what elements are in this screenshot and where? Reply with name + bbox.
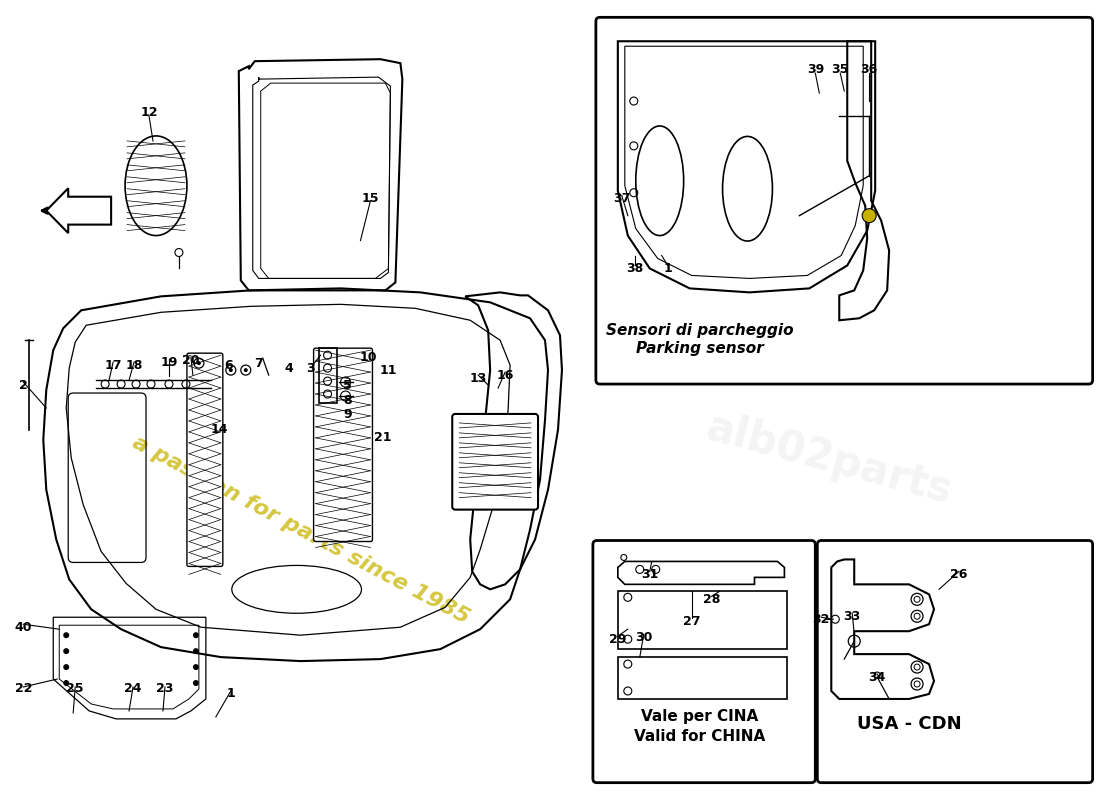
- Text: 38: 38: [626, 262, 644, 275]
- Text: 25: 25: [66, 682, 84, 695]
- Text: 5: 5: [343, 378, 352, 391]
- Circle shape: [244, 368, 248, 372]
- FancyBboxPatch shape: [314, 348, 373, 542]
- Text: 17: 17: [104, 358, 122, 372]
- Text: 10: 10: [360, 350, 377, 364]
- Text: 3: 3: [306, 362, 315, 374]
- Ellipse shape: [125, 136, 187, 235]
- Text: alb02parts: alb02parts: [702, 406, 957, 513]
- Circle shape: [63, 632, 69, 638]
- Text: 2: 2: [19, 378, 28, 391]
- Text: 23: 23: [156, 682, 174, 695]
- Text: Parking sensor: Parking sensor: [636, 341, 763, 356]
- Bar: [319, 348, 337, 403]
- Text: 15: 15: [362, 192, 380, 206]
- Text: 7: 7: [254, 357, 263, 370]
- Text: 8: 8: [343, 394, 352, 406]
- Circle shape: [192, 632, 199, 638]
- Text: 12: 12: [141, 106, 157, 119]
- Text: 35: 35: [832, 62, 849, 76]
- Text: a passion for parts since 1985: a passion for parts since 1985: [129, 432, 473, 627]
- Text: 40: 40: [14, 621, 32, 634]
- Text: 24: 24: [124, 682, 142, 695]
- Text: 39: 39: [806, 62, 824, 76]
- Text: 31: 31: [641, 568, 659, 581]
- Text: Sensori di parcheggio: Sensori di parcheggio: [606, 322, 793, 338]
- Circle shape: [63, 648, 69, 654]
- Text: 16: 16: [496, 369, 514, 382]
- Circle shape: [192, 648, 199, 654]
- FancyBboxPatch shape: [452, 414, 538, 510]
- Text: 30: 30: [635, 630, 652, 644]
- Circle shape: [862, 209, 877, 222]
- Circle shape: [192, 664, 199, 670]
- Text: 1: 1: [663, 262, 672, 275]
- Text: 22: 22: [14, 682, 32, 695]
- Text: 4: 4: [284, 362, 293, 374]
- FancyBboxPatch shape: [187, 353, 223, 566]
- FancyArrow shape: [46, 188, 111, 233]
- Text: 1: 1: [227, 687, 235, 701]
- Text: 9: 9: [343, 409, 352, 422]
- Circle shape: [192, 680, 199, 686]
- Text: 36: 36: [860, 62, 878, 76]
- Text: 14: 14: [210, 423, 228, 436]
- Text: 27: 27: [683, 614, 701, 628]
- Text: 20: 20: [183, 354, 200, 366]
- Text: 34: 34: [869, 670, 886, 683]
- Circle shape: [63, 680, 69, 686]
- Text: USA - CDN: USA - CDN: [857, 715, 961, 733]
- Text: 21: 21: [374, 431, 392, 444]
- Text: 37: 37: [613, 192, 630, 206]
- Circle shape: [229, 368, 233, 372]
- Text: 26: 26: [950, 568, 968, 581]
- Text: 13: 13: [470, 371, 487, 385]
- Text: 28: 28: [703, 593, 720, 606]
- Text: 19: 19: [161, 356, 178, 369]
- Text: 29: 29: [609, 633, 627, 646]
- Text: 11: 11: [379, 364, 397, 377]
- Text: 33: 33: [844, 610, 861, 622]
- Text: Valid for CHINA: Valid for CHINA: [634, 730, 766, 744]
- Text: 18: 18: [125, 358, 143, 372]
- Text: 6: 6: [224, 358, 233, 372]
- Circle shape: [197, 361, 201, 365]
- Circle shape: [63, 664, 69, 670]
- Text: 32: 32: [813, 613, 830, 626]
- Text: Vale per CINA: Vale per CINA: [641, 710, 758, 724]
